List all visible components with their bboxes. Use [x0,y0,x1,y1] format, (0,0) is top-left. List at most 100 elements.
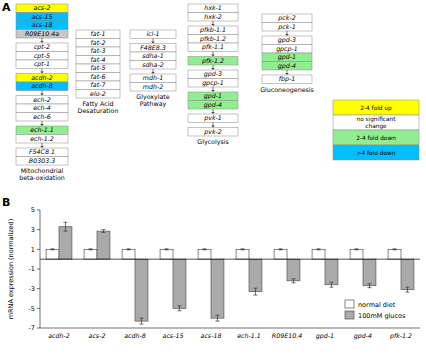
y-tick [37,288,40,289]
gene-label: acs-2 [34,4,51,11]
panel-b: B-7-5-3-1135mRNA expression (normalized)… [2,196,420,340]
gene-box [188,35,238,44]
arrow [287,31,288,35]
gene-label: pfkb-1.1 [199,26,226,34]
y-tick-label: 1 [31,246,35,254]
legend-label: >4 fold down [357,150,396,156]
gene-label: gpd-1 [204,92,222,100]
gene-box [16,126,68,135]
gene-box [16,148,68,157]
y-tick-label: 3 [31,226,35,234]
arrow [42,38,43,42]
gene-box [188,128,238,137]
legend-label: 2-4 fold up [360,105,392,112]
arrow [153,69,154,73]
gene-label: ech-6 [33,113,51,120]
gene-box [188,92,238,101]
gene-box [16,157,68,166]
bar [211,259,224,318]
gene-label: cpt-2 [34,43,50,51]
gene-label: pck-2 [277,14,295,22]
gene-box [16,30,68,39]
gene-label: fat-6 [91,73,106,80]
gene-box [188,43,238,52]
error-bar [393,248,397,250]
x-tick-label: acs-18 [201,332,222,339]
gene-box [76,81,120,90]
gene-box [76,64,120,73]
gene-label: pvk-1 [203,114,222,122]
error-bar [367,284,371,288]
gene-box [130,83,176,92]
y-tick-label: -7 [29,324,35,332]
bar [287,259,300,281]
y-tick [37,229,40,230]
arrow [213,52,214,56]
panel-label: B [2,196,10,209]
gene-label: sdha-2 [142,61,163,68]
error-bar [51,248,55,250]
gene-label: pfk-1.2 [201,57,224,65]
gene-box [16,43,68,52]
gene-label: hxk-2 [204,13,222,20]
arrow [42,143,43,147]
arrow [153,39,154,43]
gene-label: acs-18 [32,21,53,28]
gene-box [76,90,120,99]
gene-box [16,60,68,69]
gene-box [262,23,312,32]
gene-label: mdh-2 [143,83,163,90]
gene-label: fbp-1 [279,75,296,83]
error-bar [215,315,219,321]
bar [236,249,249,259]
legend-swatch [333,100,419,115]
bar [173,259,186,308]
bar [84,249,97,259]
gene-box [76,47,120,56]
gene-label: gpcp-1 [276,45,298,53]
legend-swatch [333,145,419,160]
gene-label: cpt-5 [34,52,50,60]
gene-box [262,14,312,23]
error-bar [279,248,283,250]
gene-box [16,13,68,22]
gene-label: mdh-1 [143,74,163,81]
gene-label: B0303.3 [29,157,55,164]
gene-box [262,62,312,71]
gene-box [16,96,68,105]
legend: normal diet100mM glucos [345,300,406,320]
bar [388,249,401,259]
x-tick-label: R09E10.4 [272,332,302,339]
gene-label: pck-1 [277,23,295,31]
pathway-label: Gluconeogenesis [260,86,314,94]
error-bar [253,288,257,295]
gene-label: gpd-4 [278,62,296,70]
gene-label: gpd-4 [204,101,222,109]
x-tick-label: acdh-8 [124,332,146,339]
bar [135,259,148,321]
error-bar [329,282,333,287]
gene-box [76,30,120,39]
gene-box [188,4,238,13]
figure: Aacs-2acs-15acs-18R09E10.4acpt-2cpt-5cpt… [0,0,426,361]
error-bar [317,248,321,250]
y-tick-label: -1 [29,265,35,273]
bar [97,231,110,259]
gene-box [16,82,68,91]
y-axis-label: mRNA expression (normalized) [7,219,15,320]
gene-label: hxk-1 [204,4,222,11]
gene-label: acdh-8 [31,82,53,89]
legend-swatch [333,130,419,145]
x-tick-label: pfk-1.2 [389,332,412,340]
error-bar [355,248,359,250]
bar [325,259,338,285]
gene-box [262,36,312,45]
gene-label: fat-7 [91,81,106,88]
gene-box [188,70,238,79]
error-bar [63,222,67,231]
arrow [42,91,43,95]
gene-box [188,57,238,66]
arrow [213,123,214,127]
bar [198,249,211,259]
error-bar [89,248,93,250]
